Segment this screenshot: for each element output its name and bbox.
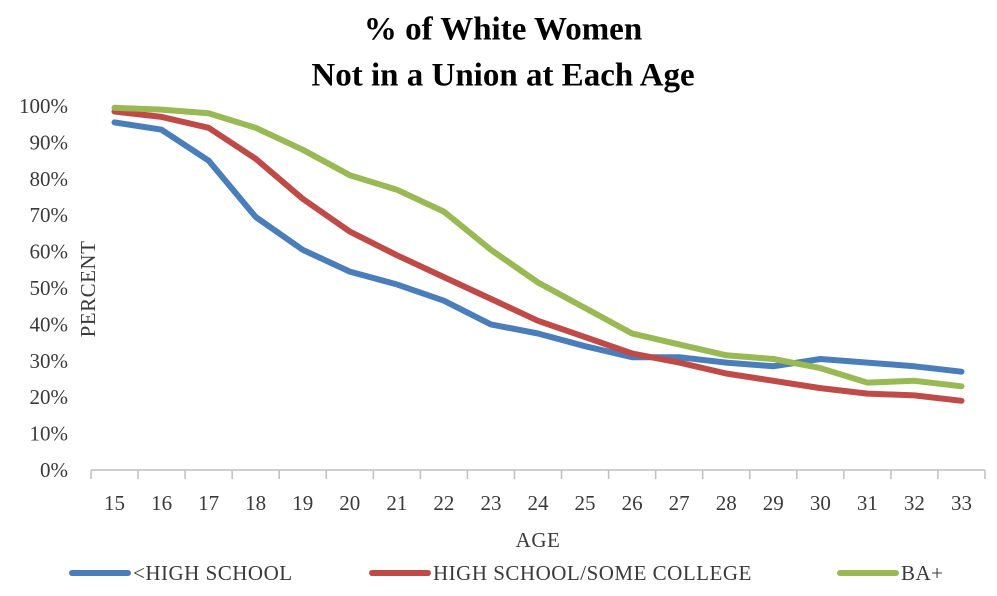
x-tick-label: 16 <box>151 491 172 515</box>
x-tick-label: 28 <box>716 491 737 515</box>
y-tick-label: 0% <box>40 458 68 482</box>
x-tick-label: 24 <box>528 491 550 515</box>
series-line-0 <box>111 119 965 375</box>
y-tick-label: 20% <box>30 385 69 409</box>
x-tick-label: 21 <box>386 491 407 515</box>
x-tick-label: 18 <box>245 491 266 515</box>
chart-title-line: % of White Women <box>364 12 642 48</box>
x-tick-label: 25 <box>575 491 596 515</box>
x-axis-label: AGE <box>516 528 561 552</box>
legend-label: <HIGH SCHOOL <box>133 561 293 585</box>
y-axis-label: PERCENT <box>76 241 100 338</box>
y-tick-label: 100% <box>19 94 68 118</box>
x-tick-label: 23 <box>480 491 501 515</box>
legend: <HIGH SCHOOL HIGH SCHOOL/SOME COLLEGE BA+ <box>69 561 944 585</box>
series-lines <box>111 104 965 404</box>
y-tick-label: 90% <box>30 130 69 154</box>
x-tick-label: 27 <box>669 491 690 515</box>
x-tick-label: 31 <box>857 491 878 515</box>
y-axis: 0% 10% 20% 30% 40% 50% 60% 70% 80% 90% 100% <box>19 94 68 482</box>
chart-title-line: Not in a Union at Each Age <box>311 58 694 94</box>
y-tick-label: 40% <box>30 312 69 336</box>
x-tick-label: 17 <box>198 491 219 515</box>
y-tick-label: 50% <box>30 276 69 300</box>
x-tick-label: 22 <box>433 491 454 515</box>
y-tick-label: 60% <box>30 240 69 264</box>
chart-title: % of White Women Not in a Union at Each A… <box>311 12 694 94</box>
x-tick-label: 19 <box>292 491 313 515</box>
y-tick-label: 30% <box>30 349 69 373</box>
x-tick-label: 20 <box>339 491 360 515</box>
x-tick-label: 30 <box>810 491 831 515</box>
y-tick-label: 10% <box>30 422 69 446</box>
x-tick-label: 33 <box>951 491 972 515</box>
x-tick-label: 29 <box>763 491 784 515</box>
x-tick-label: 26 <box>622 491 643 515</box>
x-axis: 15 16 17 18 19 20 21 22 23 24 25 26 27 28 29 30 31 32 33 <box>90 469 986 515</box>
x-tick-label: 32 <box>904 491 925 515</box>
legend-label: BA+ <box>901 561 944 585</box>
legend-label: HIGH SCHOOL/SOME COLLEGE <box>433 561 752 585</box>
y-tick-label: 80% <box>30 167 69 191</box>
x-tick-label: 15 <box>104 491 125 515</box>
y-tick-label: 70% <box>30 203 69 227</box>
